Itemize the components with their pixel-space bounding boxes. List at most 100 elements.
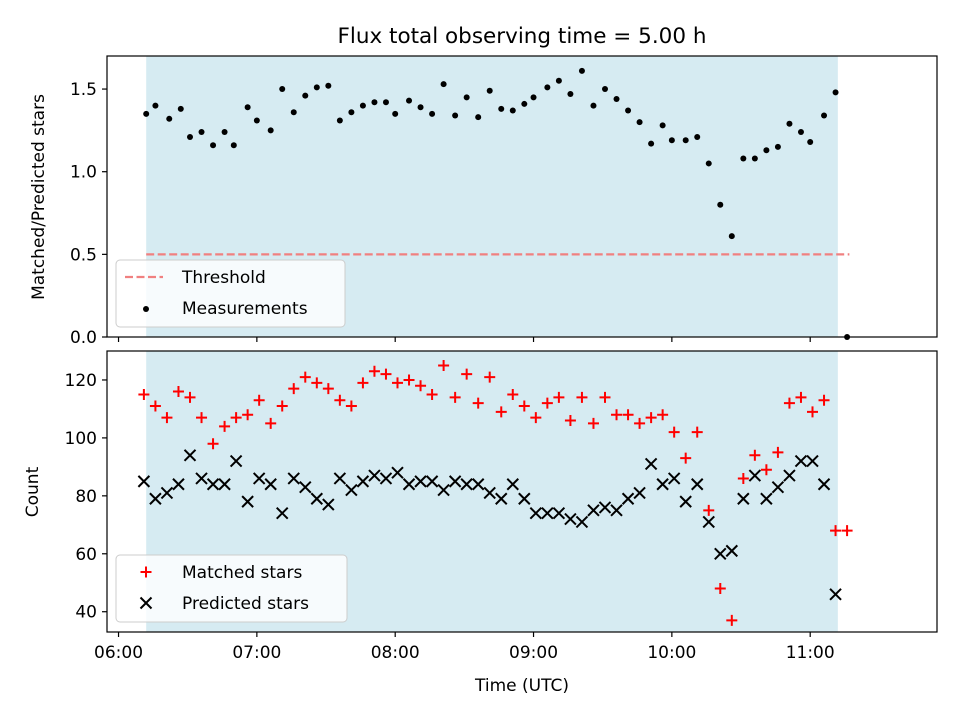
predicted-stars-point (714, 547, 727, 560)
matched-stars-point (438, 359, 450, 371)
predicted-stars-point (587, 504, 600, 517)
predicted-stars-point (218, 478, 231, 491)
matched-stars-point (242, 409, 254, 421)
measurement-point (417, 104, 424, 111)
measurement-point (452, 112, 459, 119)
matched-stars-point (783, 397, 795, 409)
matched-stars-point (207, 438, 219, 450)
predicted-stars-point (760, 492, 773, 505)
legend-predicted-marker (139, 596, 153, 610)
legend-box (115, 554, 348, 623)
measurement-point (359, 102, 366, 109)
matched-stars-point (219, 420, 231, 432)
matched-stars-point (345, 400, 357, 412)
legend-box (115, 259, 346, 328)
predicted-stars-point (391, 466, 404, 479)
bottom-y-axis-label: Count (23, 466, 43, 517)
predicted-stars-point (656, 478, 669, 491)
matched-stars-point (161, 412, 173, 424)
predicted-stars-point (691, 478, 704, 491)
measurement-point (463, 94, 470, 101)
matched-stars-point (841, 525, 853, 537)
y-tick-label: 80 (75, 487, 97, 507)
predicted-stars-point (575, 515, 589, 529)
measurement-point (406, 97, 413, 104)
predicted-stars-point (195, 472, 208, 485)
predicted-stars-point (483, 486, 496, 500)
matched-stars-point (461, 368, 473, 380)
y-tick-label: 0.5 (70, 245, 97, 265)
measurement-point (717, 201, 724, 208)
measurement-point (253, 117, 260, 124)
x-tick-label: 11:00 (786, 643, 835, 663)
measurement-point (530, 94, 537, 101)
measurement-point (590, 102, 597, 109)
measurement-point (821, 112, 828, 119)
measurement-point (290, 109, 297, 116)
measurement-point (475, 114, 482, 121)
predicted-stars-point (322, 498, 335, 511)
chart-title: Flux total observing time = 5.00 h (338, 24, 707, 49)
measurement-point (682, 137, 689, 144)
predicted-stars-point (610, 504, 623, 517)
predicted-stars-point (229, 454, 243, 468)
matched-stars-point (495, 406, 507, 418)
predicted-stars-point (414, 475, 427, 488)
predicted-stars-point (183, 449, 197, 462)
matched-stars-point (518, 400, 530, 412)
measurement-point (336, 117, 343, 124)
predicted-stars-point (771, 480, 785, 494)
y-tick-label: 0.0 (70, 328, 97, 348)
measurement-point (797, 129, 804, 136)
matched-stars-point (530, 412, 542, 424)
matched-stars-point (749, 449, 761, 461)
measurement-point (567, 91, 574, 98)
matched-stars-point (830, 525, 842, 537)
measurement-point (177, 105, 184, 112)
predicted-stars-point (368, 469, 381, 482)
predicted-stars-point (276, 507, 289, 520)
legend-label: Matched stars (182, 563, 302, 583)
matched-stars-point (587, 417, 599, 429)
matched-stars-point (288, 383, 300, 395)
measurement-point (668, 137, 675, 144)
x-tick-label: 07:00 (232, 643, 281, 663)
measurement-point (786, 120, 793, 127)
measurement-point (267, 127, 274, 134)
matched-stars-point (807, 406, 818, 418)
predicted-stars-point (506, 478, 519, 491)
measurement-point (244, 104, 251, 111)
legend-label: Threshold (181, 268, 266, 288)
legend-measurement-marker (143, 306, 149, 312)
matched-stars-point (680, 452, 692, 464)
matched-stars-point (691, 426, 703, 438)
predicted-stars-point (564, 512, 577, 526)
measurement-point (625, 107, 632, 114)
matched-stars-point (196, 412, 208, 424)
predicted-stars-point (333, 472, 347, 485)
matched-stars-point (380, 368, 392, 380)
matched-stars-point (645, 412, 657, 424)
predicted-stars-point (621, 492, 635, 505)
predicted-stars-point (633, 486, 646, 500)
measurement-point (166, 115, 173, 122)
matched-stars-point (299, 371, 311, 383)
predicted-stars-point (783, 469, 796, 482)
matched-stars-point (357, 377, 369, 389)
predicted-stars-point (299, 480, 312, 494)
predicted-stars-point (437, 483, 450, 497)
matched-stars-point (426, 388, 438, 400)
predicted-stars-point (748, 469, 762, 482)
predicted-stars-point (448, 475, 462, 488)
measurement-point (210, 142, 217, 149)
legend-matched-marker (140, 566, 152, 578)
predicted-stars-point (806, 454, 819, 468)
predicted-stars-point (598, 501, 612, 514)
measurement-point (279, 86, 286, 93)
measurement-point (521, 100, 528, 107)
predicted-stars-point (552, 507, 566, 520)
predicted-stars-point (345, 483, 358, 497)
predicted-stars-point (737, 492, 750, 505)
matched-stars-point (184, 391, 196, 403)
